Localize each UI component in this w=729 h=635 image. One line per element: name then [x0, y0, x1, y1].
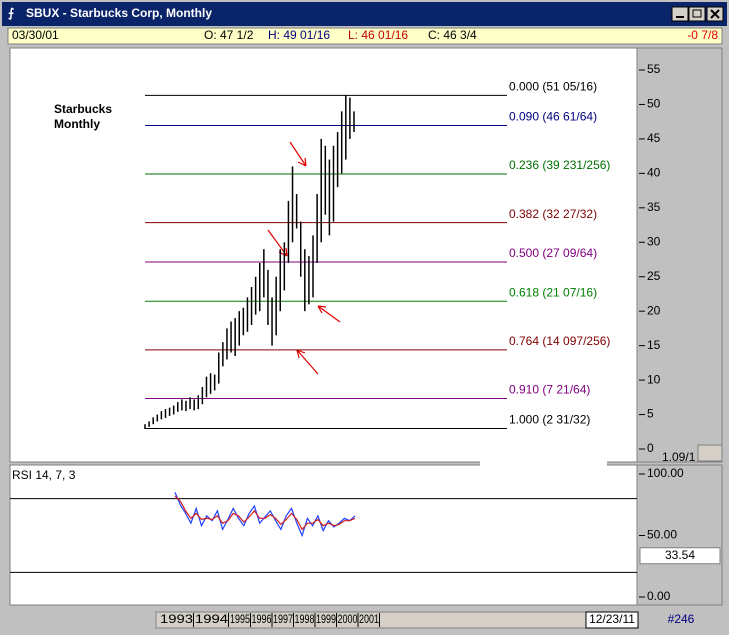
year-label: 1996 — [252, 612, 272, 626]
axis-note: 1.09/1 — [662, 450, 696, 464]
app-icon: ⨍ — [8, 6, 14, 20]
y-tick-label: 30 — [647, 234, 661, 248]
price-axis — [636, 47, 723, 463]
y-tick-label: 40 — [647, 166, 661, 180]
arrow — [289, 141, 307, 167]
fib-label: 0.618 (21 07/16) — [509, 285, 597, 299]
year-label: 1994 — [195, 612, 228, 626]
scale-button[interactable] — [697, 444, 723, 462]
date-box — [585, 611, 639, 629]
y-tick-label: 25 — [647, 269, 661, 283]
info-open: O: 47 1/2 — [204, 28, 254, 42]
fib-label: 1.000 (2 31/32) — [509, 413, 590, 427]
year-label: 1997 — [273, 612, 293, 626]
fib-label: 0.236 (39 231/256) — [509, 158, 610, 172]
annotation: Starbucks — [54, 102, 112, 116]
status-date: 12/23/11 — [589, 612, 635, 626]
year-label: 2000 — [338, 612, 358, 626]
fib-label: 0.910 (7 21/64) — [509, 383, 590, 397]
status-count: #246 — [668, 612, 695, 626]
y-tick-label: 20 — [647, 303, 661, 317]
icon — [692, 9, 702, 18]
fib-label: 0.090 (46 61/64) — [509, 110, 597, 124]
year-label: 1998 — [295, 612, 315, 626]
year-label: 1993 — [160, 612, 193, 626]
info-close: C: 46 3/4 — [428, 28, 477, 42]
last-value-box — [639, 547, 721, 565]
arrow — [317, 305, 341, 323]
year-label: 1999 — [316, 612, 336, 626]
annotation: Monthly — [54, 117, 100, 131]
y-tick-label: 5 — [647, 407, 654, 421]
fib-label: 0.000 (51 05/16) — [509, 80, 597, 94]
fib-label: 0.382 (32 27/32) — [509, 207, 597, 221]
arrows — [267, 141, 341, 375]
minimize-button[interactable] — [671, 6, 689, 22]
arrow — [296, 349, 319, 375]
blank-area — [480, 455, 607, 500]
y-tick-label: 55 — [647, 62, 661, 76]
y-tick-label: 50.00 — [647, 528, 677, 542]
last-value: 33.54 — [665, 548, 695, 562]
info-high: H: 49 01/16 — [268, 28, 330, 42]
window-title: SBUX - Starbucks Corp, Monthly — [26, 6, 212, 20]
title-bar — [2, 2, 727, 26]
info-bar — [7, 27, 723, 45]
y-tick-label: 50 — [647, 97, 661, 111]
rsi-line — [174, 495, 356, 531]
rsi-axis — [636, 464, 723, 606]
y-tick-label: 15 — [647, 338, 661, 352]
rsi-title: RSI 14, 7, 3 — [12, 468, 76, 482]
info-low: L: 46 01/16 — [348, 28, 408, 42]
window-buttons — [671, 6, 724, 22]
year-label: 2001 — [359, 612, 379, 626]
info-change: -0 7/8 — [687, 28, 718, 42]
y-tick-label: 10 — [647, 372, 661, 386]
y-tick-label: 100.00 — [647, 466, 684, 480]
y-tick-label: 35 — [647, 200, 661, 214]
fib-label: 0.764 (14 097/256) — [509, 334, 610, 348]
y-tick-label: 0 — [647, 441, 654, 455]
icon — [710, 9, 720, 19]
fib-label: 0.500 (27 09/64) — [509, 246, 597, 260]
y-tick-label: 45 — [647, 131, 661, 145]
price-panel — [9, 47, 638, 463]
y-tick-label: 0.00 — [647, 589, 671, 603]
info-date: 03/30/01 — [12, 28, 59, 42]
year-label: 1995 — [230, 612, 250, 626]
maximize-button[interactable] — [688, 6, 706, 22]
